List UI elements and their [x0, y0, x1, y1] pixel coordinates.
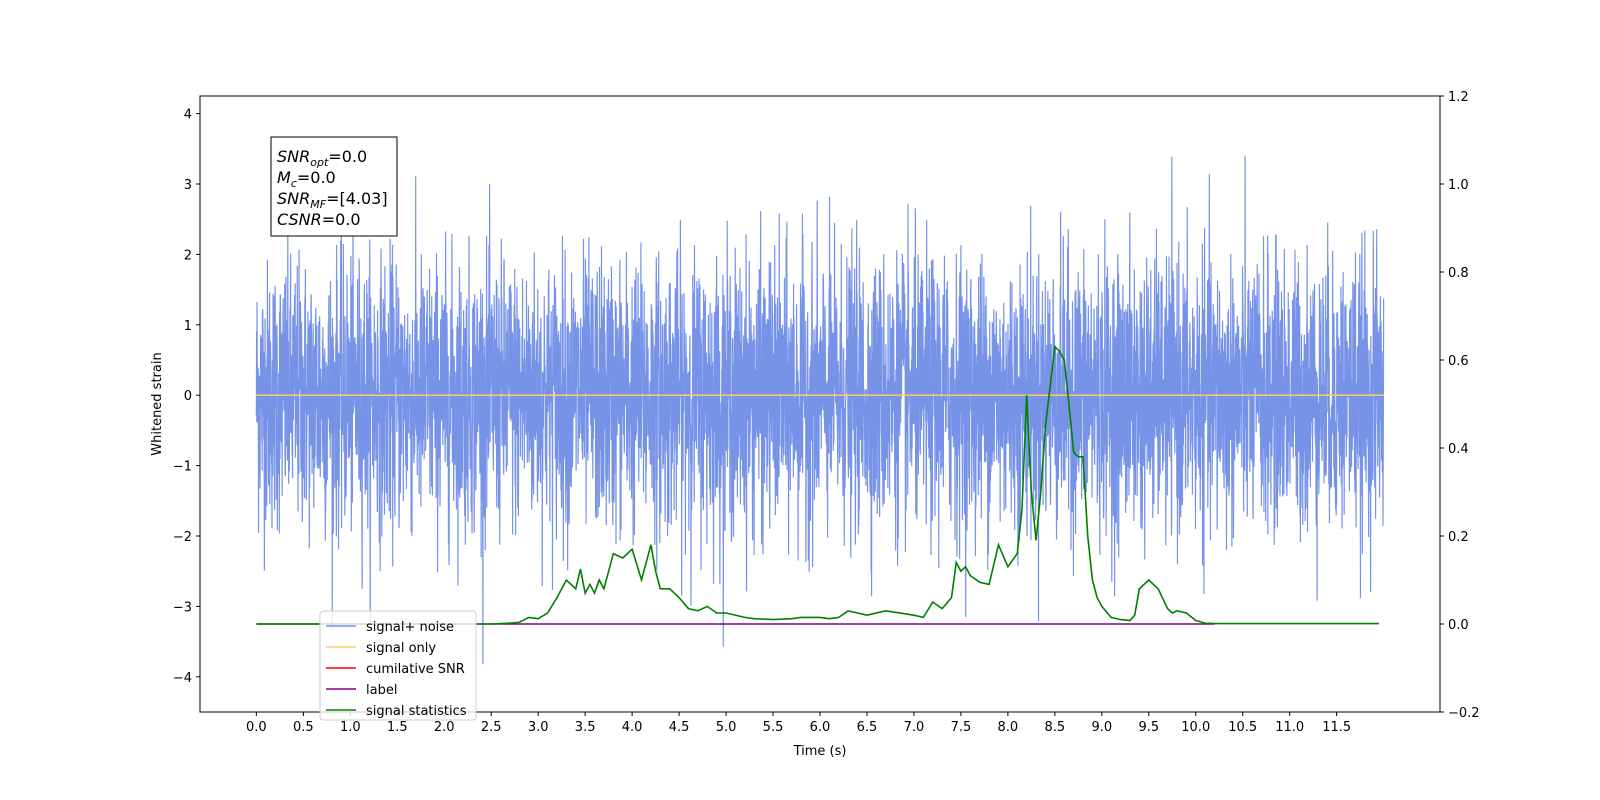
x-tick-label: 5.5	[763, 720, 784, 735]
x-tick-label: 7.5	[951, 720, 972, 735]
y-tick-label: −4	[173, 671, 192, 686]
y-tick-label: 2	[184, 248, 192, 263]
x-tick-label: 4.5	[669, 720, 690, 735]
y-tick-label: −2	[173, 530, 192, 545]
y2-tick-label: 0.8	[1448, 266, 1469, 281]
legend-label: cumilative SNR	[366, 662, 465, 677]
annotation-frame	[270, 136, 398, 237]
y-tick-label: 4	[184, 108, 192, 123]
legend-label: signal+ noise	[366, 620, 454, 635]
legend-label: signal statistics	[366, 704, 467, 719]
y-tick-label: 3	[184, 178, 192, 193]
y2-tick-label: 1.2	[1448, 90, 1469, 105]
y2-tick-label: 0.0	[1448, 618, 1469, 633]
y2-ticks: 1.2 1.0 0.8 0.6 0.4 0.2 0.0 −0.2	[1440, 90, 1480, 721]
x-tick-label: 9.0	[1091, 720, 1112, 735]
x-tick-label: 0.5	[293, 720, 314, 735]
x-tick-label: 5.0	[716, 720, 737, 735]
x-tick-label: 10.0	[1181, 720, 1210, 735]
x-tick-label: 10.5	[1228, 720, 1257, 735]
x-tick-label: 6.5	[857, 720, 878, 735]
x-tick-label: 8.5	[1045, 720, 1066, 735]
annotation-line: SNRopt=0.0	[277, 147, 367, 169]
y-tick-label: 0	[184, 389, 192, 404]
y-tick-label: −1	[173, 460, 192, 475]
x-tick-label: 4.0	[622, 720, 643, 735]
x-tick-label: 11.5	[1322, 720, 1351, 735]
y-tick-label: −3	[173, 600, 192, 615]
x-tick-label: 6.0	[810, 720, 831, 735]
legend-frame	[319, 610, 477, 721]
x-ticks: 0.0 0.5 1.0 1.5 2.0 2.5 3.0 3.5 4.0 4.5 5.0 5.5 6.0 6…	[246, 712, 1351, 735]
x-tick-label: 2.0	[434, 720, 455, 735]
x-tick-label: 1.5	[387, 720, 408, 735]
annotation-line: SNRMF=[4.03]	[277, 189, 388, 211]
y-tick-label: 1	[184, 319, 192, 334]
x-tick-label: 8.0	[998, 720, 1019, 735]
series-layer	[255, 155, 1385, 665]
x-tick-label: 2.5	[481, 720, 502, 735]
y2-tick-label: 1.0	[1448, 178, 1469, 193]
legend: signal+ noise signal only cumilative SNR la…	[319, 610, 477, 721]
x-tick-label: 1.0	[340, 720, 361, 735]
x-tick-label: 0.0	[246, 720, 267, 735]
x-tick-label: 9.5	[1138, 720, 1159, 735]
annotation-line: CSNR=0.0	[277, 210, 361, 229]
series-signal-statistics-line	[256, 345, 1379, 625]
x-tick-label: 3.0	[528, 720, 549, 735]
y2-tick-label: 0.4	[1448, 442, 1469, 457]
x-axis-label: Time (s)	[793, 744, 847, 759]
series-signal-noise-line	[255, 155, 1385, 665]
y2-tick-label: −0.2	[1448, 706, 1480, 721]
annotation-line: Mc=0.0	[277, 168, 336, 190]
x-tick-label: 11.0	[1275, 720, 1304, 735]
x-tick-label: 3.5	[575, 720, 596, 735]
legend-label: label	[366, 683, 397, 698]
y-ticks: 4 3 2 1 0 −1 −2 −3 −4	[173, 108, 200, 686]
y2-tick-label: 0.2	[1448, 530, 1469, 545]
y2-tick-label: 0.6	[1448, 354, 1469, 369]
x-tick-label: 7.0	[904, 720, 925, 735]
legend-label: signal only	[366, 641, 436, 656]
y-axis-label: Whitened strain	[150, 352, 165, 455]
